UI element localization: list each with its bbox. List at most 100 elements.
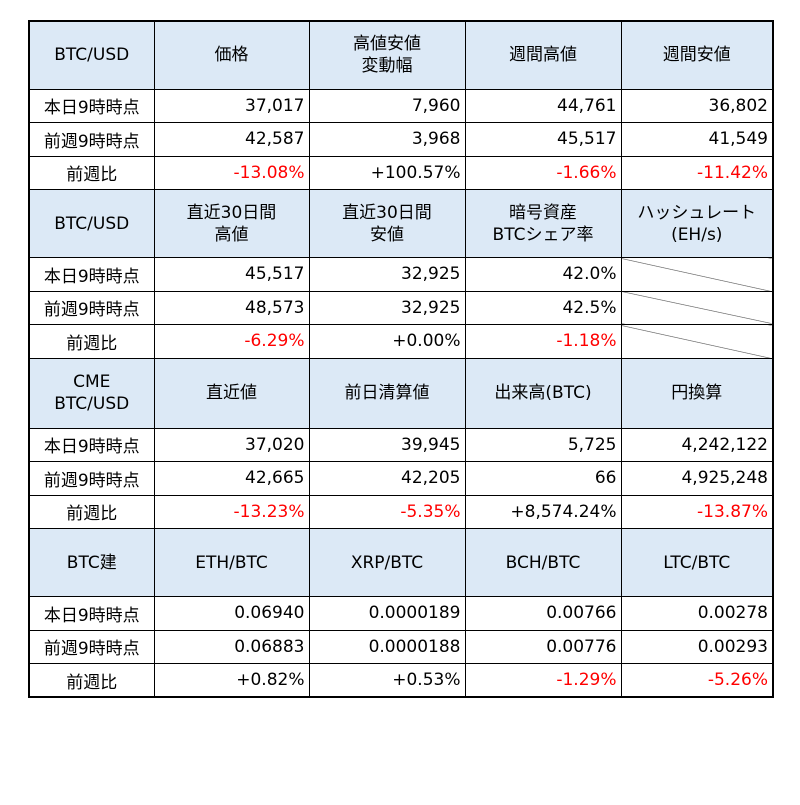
value-cell: +8,574.24% xyxy=(464,494,622,529)
value-cell: +0.82% xyxy=(153,663,310,698)
header-text-line: XRP/BTC xyxy=(350,552,424,573)
value-cell: 39,945 xyxy=(308,427,466,462)
row-label: 前週9時時点 xyxy=(28,629,155,664)
week-change-row: 前週比 +0.82% +0.53% -1.29% -5.26% xyxy=(28,663,774,698)
row-label: 前週比 xyxy=(28,324,155,359)
row-label: 本日9時時点 xyxy=(28,596,155,631)
header-text-line: ETH/BTC xyxy=(195,552,268,573)
last-week-row: 前週9時時点 42,665 42,205 66 4,925,248 xyxy=(28,461,774,496)
header-text-line: BCH/BTC xyxy=(505,552,581,573)
value-cell: 0.00766 xyxy=(464,596,622,631)
today-row: 本日9時時点 37,020 39,945 5,725 4,242,122 xyxy=(28,427,774,462)
market-data-table: BTC/USD 価格 高値安値 変動幅 週間高値 週間安値 本日9時時点 37,017 7,96… xyxy=(28,20,774,698)
column-header: ハッシュレート (EH/s) xyxy=(620,189,774,258)
section-header-row: BTC/USD 価格 高値安値 変動幅 週間高値 週間安値 xyxy=(28,20,774,90)
row-label: 前週比 xyxy=(28,155,155,190)
value-cell: 42,205 xyxy=(308,461,466,496)
value-cell: 44,761 xyxy=(464,88,622,123)
value-cell: 0.00278 xyxy=(620,596,774,631)
value-cell: -1.66% xyxy=(464,155,622,190)
header-text-line: 週間高値 xyxy=(509,45,577,66)
header-text-line: 週間安値 xyxy=(662,45,731,66)
section-title: CME BTC/USD xyxy=(28,357,155,429)
section-title: BTC/USD xyxy=(28,189,155,258)
value-cell: 48,573 xyxy=(153,290,310,325)
value-cell: +100.57% xyxy=(308,155,466,190)
last-week-row: 前週9時時点 48,573 32,925 42.5% xyxy=(28,290,774,325)
value-cell: -13.87% xyxy=(620,494,774,529)
value-cell: 45,517 xyxy=(464,122,622,157)
column-header: BCH/BTC xyxy=(464,528,622,597)
row-label: 前週9時時点 xyxy=(28,290,155,325)
column-header: LTC/BTC xyxy=(620,528,774,597)
value-cell: 42,665 xyxy=(153,461,310,496)
header-text-line: BTCシェア率 xyxy=(492,224,594,245)
value-cell: 0.06940 xyxy=(153,596,310,631)
value-cell: -1.18% xyxy=(464,324,622,359)
header-text-line: 高値 xyxy=(214,224,249,245)
empty-cell xyxy=(620,290,774,325)
section-title: BTC/USD xyxy=(28,20,155,90)
value-cell: 0.0000189 xyxy=(308,596,466,631)
header-text-line: 価格 xyxy=(214,45,249,66)
column-header: 暗号資産 BTCシェア率 xyxy=(464,189,622,258)
value-cell: 4,242,122 xyxy=(620,427,774,462)
header-text-line: 高値安値 xyxy=(353,34,421,55)
value-cell: 41,549 xyxy=(620,122,774,157)
week-change-row: 前週比 -13.08% +100.57% -1.66% -11.42% xyxy=(28,155,774,190)
header-text-line: 暗号資産 xyxy=(509,202,577,223)
section-title: BTC建 xyxy=(28,528,155,597)
column-header: 週間高値 xyxy=(464,20,622,90)
value-cell: +0.53% xyxy=(308,663,466,698)
row-label: 前週比 xyxy=(28,663,155,698)
header-text-line: 変動幅 xyxy=(361,56,413,77)
value-cell: +0.00% xyxy=(308,324,466,359)
value-cell: -5.35% xyxy=(308,494,466,529)
column-header: 円換算 xyxy=(620,357,774,429)
header-text-line: 安値 xyxy=(370,224,404,245)
header-text-line: BTC/USD xyxy=(54,45,130,66)
column-header: 週間安値 xyxy=(620,20,774,90)
header-text-line: LTC/BTC xyxy=(663,552,731,573)
value-cell: -6.29% xyxy=(153,324,310,359)
value-cell: 37,020 xyxy=(153,427,310,462)
column-header: 出来高(BTC) xyxy=(464,357,622,429)
column-header: 直近30日間 安値 xyxy=(308,189,466,258)
header-text-line: 直近30日間 xyxy=(342,202,432,223)
value-cell: 5,725 xyxy=(464,427,622,462)
today-row: 本日9時時点 0.06940 0.0000189 0.00766 0.00278 xyxy=(28,596,774,631)
value-cell: 4,925,248 xyxy=(620,461,774,496)
section-header-row: BTC建 ETH/BTC XRP/BTC BCH/BTC LTC/BTC xyxy=(28,528,774,597)
column-header: 高値安値 変動幅 xyxy=(308,20,466,90)
value-cell: 0.00776 xyxy=(464,629,622,664)
today-row: 本日9時時点 37,017 7,960 44,761 36,802 xyxy=(28,88,774,123)
row-label: 本日9時時点 xyxy=(28,257,155,292)
value-cell: -13.08% xyxy=(153,155,310,190)
empty-cell xyxy=(620,257,774,292)
row-label: 本日9時時点 xyxy=(28,88,155,123)
header-text-line: 前日清算値 xyxy=(344,383,430,403)
empty-cell xyxy=(620,324,774,359)
value-cell: -1.29% xyxy=(464,663,622,698)
column-header: 直近30日間 高値 xyxy=(153,189,310,258)
week-change-row: 前週比 -6.29% +0.00% -1.18% xyxy=(28,324,774,359)
column-header: 価格 xyxy=(153,20,310,90)
column-header: XRP/BTC xyxy=(308,528,466,597)
value-cell: -13.23% xyxy=(153,494,310,529)
section-header-row: CME BTC/USD 直近値 前日清算値 出来高(BTC) 円換算 xyxy=(28,357,774,429)
value-cell: 45,517 xyxy=(153,257,310,292)
value-cell: -11.42% xyxy=(620,155,774,190)
value-cell: 0.06883 xyxy=(153,629,310,664)
value-cell: -5.26% xyxy=(620,663,774,698)
header-text-line: BTC/USD xyxy=(54,394,130,414)
header-text-line: (EH/s) xyxy=(671,224,723,245)
value-cell: 37,017 xyxy=(153,88,310,123)
value-cell: 0.0000188 xyxy=(308,629,466,664)
value-cell: 7,960 xyxy=(308,88,466,123)
week-change-row: 前週比 -13.23% -5.35% +8,574.24% -13.87% xyxy=(28,494,774,529)
header-text-line: 直近30日間 xyxy=(186,202,277,223)
header-text-line: CME xyxy=(73,372,111,392)
table-body: BTC/USD 価格 高値安値 変動幅 週間高値 週間安値 本日9時時点 37,017 7,96… xyxy=(28,20,774,698)
column-header: 前日清算値 xyxy=(308,357,466,429)
value-cell: 42,587 xyxy=(153,122,310,157)
